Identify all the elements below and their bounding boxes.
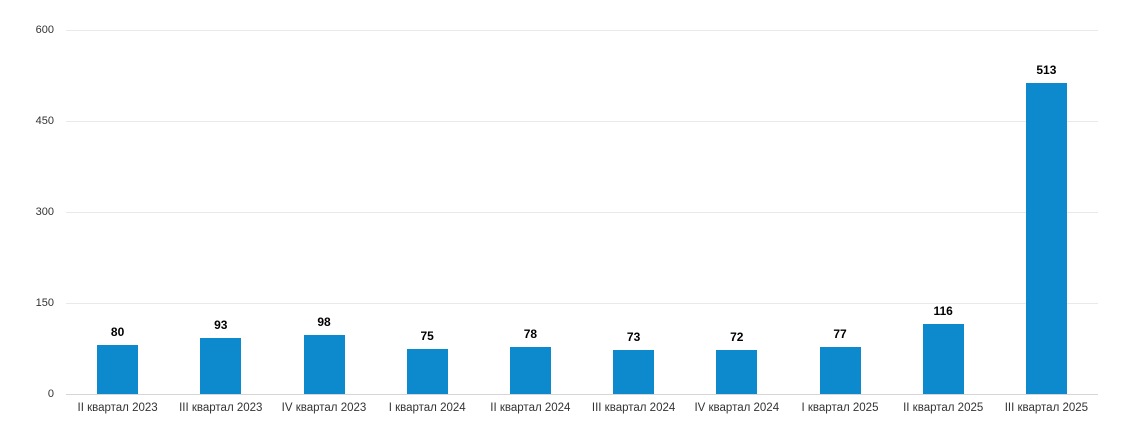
bar[interactable]: [613, 349, 655, 394]
x-tick-label: II квартал 2024: [490, 402, 571, 414]
bar[interactable]: [819, 347, 861, 394]
gridline: [66, 303, 1098, 304]
gridline: [66, 121, 1098, 122]
bar[interactable]: [922, 323, 964, 394]
x-tick-label: IV квартал 2023: [281, 402, 367, 414]
bar-value-label: 73: [626, 329, 641, 344]
x-tick-label: I квартал 2025: [801, 402, 879, 414]
y-tick-label: 0: [47, 387, 54, 400]
bar-value-label: 78: [523, 326, 538, 341]
x-axis-line: [66, 394, 1098, 395]
bar[interactable]: [97, 345, 139, 394]
bar-value-label: 116: [933, 303, 953, 318]
x-tick-label: IV квартал 2024: [694, 402, 780, 414]
bar[interactable]: [509, 346, 551, 394]
gridline: [66, 30, 1098, 31]
x-tick-label: III квартал 2025: [1004, 402, 1089, 414]
bar-value-label: 72: [730, 330, 744, 345]
y-tick-label: 150: [35, 296, 54, 309]
y-tick-label: 300: [35, 205, 54, 218]
bar[interactable]: [200, 337, 242, 394]
bar-value-label: 80: [110, 325, 125, 340]
x-tick-label: II квартал 2025: [903, 402, 984, 414]
x-tick-label: III квартал 2023: [179, 402, 263, 414]
bar[interactable]: [1025, 82, 1067, 394]
x-tick-label: II квартал 2023: [77, 402, 158, 414]
bar-value-label: 77: [833, 327, 847, 342]
x-tick-label: I квартал 2024: [388, 402, 466, 414]
bar-value-label: 75: [420, 328, 434, 343]
y-tick-label: 450: [35, 114, 54, 127]
bar-value-label: 98: [317, 314, 331, 329]
bar-value-label: 93: [214, 317, 228, 332]
bar[interactable]: [406, 348, 448, 394]
y-tick-label: 600: [35, 23, 54, 36]
gridline: [66, 212, 1098, 213]
bar[interactable]: [716, 350, 758, 394]
bar[interactable]: [303, 334, 345, 394]
x-tick-label: III квартал 2024: [591, 402, 676, 414]
bar-value-label: 513: [1036, 62, 1057, 77]
